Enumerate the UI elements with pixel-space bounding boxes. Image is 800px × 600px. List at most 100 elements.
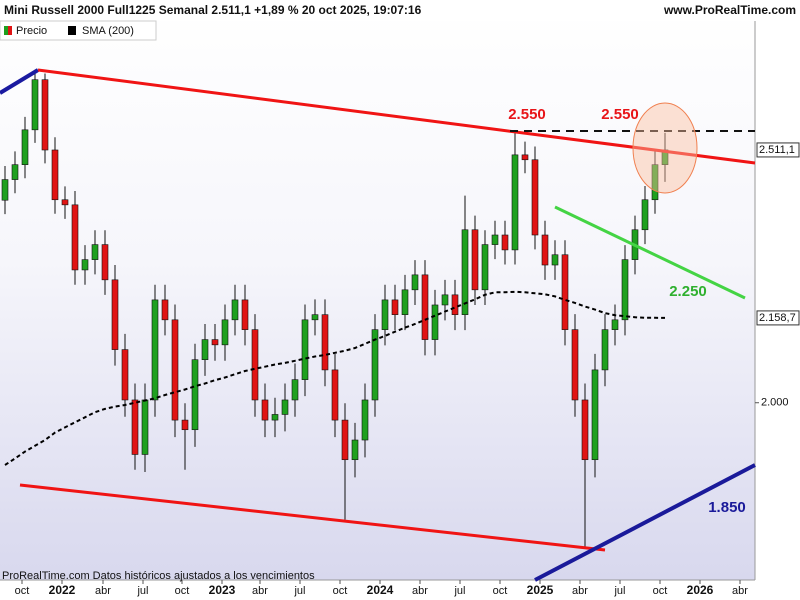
candle-body	[551, 254, 559, 266]
candle-body	[41, 79, 49, 151]
candle-body	[441, 294, 449, 306]
candle-body	[511, 154, 519, 251]
candle-body	[251, 329, 259, 401]
candle-body	[401, 289, 409, 315]
footer: ProRealTime.com Datos históricos ajustad…	[2, 570, 315, 582]
candle-body	[71, 204, 79, 271]
candle-body	[491, 234, 499, 245]
candle-body	[51, 149, 59, 201]
candle-body	[561, 254, 569, 330]
x-tick-label: 2025	[527, 583, 554, 597]
candle-body	[291, 379, 299, 401]
price-label: 2.511,1	[759, 144, 795, 156]
x-tick-label: jul	[136, 585, 148, 597]
trendline	[534, 463, 756, 582]
candle-body	[151, 299, 159, 401]
candle-body	[21, 129, 29, 165]
candle-body	[261, 399, 269, 421]
x-tick-label: oct	[653, 585, 668, 597]
candle-body	[11, 164, 19, 180]
price-label-box	[756, 310, 800, 326]
y-tick-label: 2.000	[761, 397, 789, 409]
x-tick-label: oct	[175, 585, 190, 597]
x-tick-label: abr	[95, 585, 111, 597]
candle-body	[381, 299, 389, 330]
candle-body	[161, 299, 169, 321]
candle-body	[31, 79, 39, 131]
legend-icon	[68, 26, 76, 35]
legend-label: SMA (200)	[82, 25, 134, 37]
highlight	[632, 102, 698, 194]
candle-body	[531, 159, 539, 236]
candle-body	[331, 369, 339, 421]
candle-body	[141, 399, 149, 455]
x-tick-label: oct	[333, 585, 348, 597]
candle-body	[571, 329, 579, 401]
trendline	[554, 205, 746, 300]
candle-body	[471, 229, 479, 291]
candle-body	[481, 244, 489, 291]
candle-body	[421, 274, 429, 340]
x-tick-label: abr	[412, 585, 428, 597]
chart-title: Mini Russell 2000 Full1225 Semanal 2.511…	[4, 3, 422, 17]
candle-body	[501, 234, 509, 251]
x-tick-label: abr	[732, 585, 748, 597]
candle-body	[361, 399, 369, 441]
x-tick-label: abr	[252, 585, 268, 597]
x-tick-label: oct	[15, 585, 30, 597]
sma-line	[4, 290, 666, 466]
candle-body	[131, 399, 139, 455]
candle-body	[351, 439, 359, 461]
legend-icon	[4, 26, 8, 35]
x-tick-label: 2024	[367, 583, 394, 597]
candle-body	[81, 259, 89, 271]
candle-body	[121, 349, 129, 401]
candle-body	[171, 319, 179, 421]
x-tick-label: 2026	[687, 583, 714, 597]
candle-body	[321, 314, 329, 371]
annotation: 2.250	[669, 283, 707, 300]
trendline	[19, 483, 606, 552]
legend-icon	[8, 26, 12, 35]
candle-body	[181, 419, 189, 431]
marks	[1, 69, 669, 548]
x-tick-label: abr	[572, 585, 588, 597]
x-tick-label: jul	[293, 585, 305, 597]
header-bar	[0, 0, 800, 21]
candle-body	[101, 244, 109, 281]
x-tick-label: oct	[493, 585, 508, 597]
source: www.ProRealTime.com	[663, 3, 796, 17]
candle-body	[231, 299, 239, 321]
candle-body	[371, 329, 379, 401]
annotation: 2.550	[508, 106, 546, 123]
candle-body	[651, 164, 659, 201]
candle-body	[1, 179, 9, 201]
candle-body	[91, 244, 99, 260]
candle-body	[271, 414, 279, 421]
x-axis-panel	[0, 580, 800, 600]
legend-label: Precio	[16, 25, 47, 37]
candle-body	[241, 299, 249, 330]
candle-body	[451, 294, 459, 315]
annotation: 1.850	[708, 499, 746, 516]
price-label-box	[756, 142, 800, 158]
candle-body	[211, 339, 219, 346]
candle-body	[111, 279, 119, 350]
candle-body	[611, 319, 619, 330]
candle-body	[301, 319, 309, 380]
candle-body	[191, 359, 199, 431]
candle-body	[221, 319, 229, 346]
x-tick-label: jul	[613, 585, 625, 597]
candle-body	[391, 299, 399, 315]
plot-background	[0, 0, 755, 580]
x-tick-label: jul	[453, 585, 465, 597]
candle-body	[341, 419, 349, 461]
candle-body	[201, 339, 209, 361]
candle-body	[621, 259, 629, 321]
candle-body	[641, 199, 649, 231]
candle-body	[281, 399, 289, 415]
candle-body	[461, 229, 469, 315]
candle-body	[61, 199, 69, 206]
